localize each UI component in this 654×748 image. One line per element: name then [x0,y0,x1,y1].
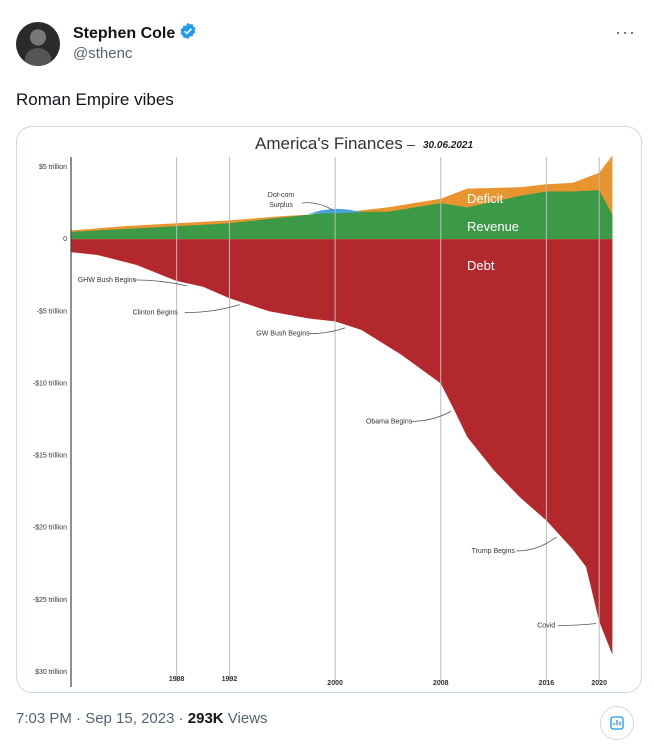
annotation-arrow [410,411,452,422]
x-tick-label: 2016 [539,680,555,687]
annotation-arrow [516,536,557,552]
surplus-label-line-1: Dot-com [268,192,295,199]
annotation-label: Trump Begins [472,548,516,555]
y-tick-label: -$10 trillion [33,380,67,387]
series-revenue-area [71,190,613,240]
more-options-icon[interactable]: ··· [615,22,636,42]
tweet-image[interactable]: 1988 1992 2000 2008 2016 2020 $5 trillion 0 -$5 … [16,126,642,693]
annotation-label: Clinton Begins [133,310,179,317]
x-tick-label: 2008 [433,680,449,687]
annotation-label: GHW Bush Begins [78,277,137,284]
series-revenue-label: Revenue [467,219,519,234]
series-debt-label: Debt [467,258,495,273]
views-label: Views [223,710,268,727]
surplus-label-line-2: Surplus [269,202,293,209]
y-tick-label: $5 trillion [39,164,67,171]
y-tick-label: -$25 trillion [33,597,67,604]
annotation-arrow [557,623,597,626]
view-count: 293K [187,710,224,727]
x-tick-label: 2000 [327,680,343,687]
x-tick-label: 1992 [222,676,238,683]
y-tick-label: -$20 trillion [33,525,67,532]
chart-date: 30.06.2021 [423,140,473,151]
author-name-text[interactable]: Stephen Cole [73,24,176,42]
annotation-arrow [133,279,187,287]
author-handle[interactable]: @sthenc [73,45,133,62]
annotation-arrow [308,327,346,335]
finance-chart: 1988 1992 2000 2008 2016 2020 $5 trillion 0 -$5 … [33,134,613,687]
annotation-arrow [184,304,240,314]
y-tick-label: 0 [63,236,67,243]
y-tick-label: -$5 trillion [37,308,67,315]
chart-title: America's Finances [255,134,403,153]
annotation-label: Obama Begins [366,418,413,425]
author-name[interactable]: Stephen Cole [73,22,197,45]
annotation-label: GW Bush Begins [256,331,310,338]
stats-icon[interactable] [600,706,634,740]
tweet-meta: 7:03 PM · Sep 15, 2023 · 293K Views [16,710,268,727]
x-tick-label: 2020 [591,680,607,687]
series-debt-area [71,239,613,655]
y-tick-label: -$15 trillion [33,453,67,460]
x-tick-label: 1988 [169,676,185,683]
annotation-label: Covid [537,623,555,630]
title-dash: – [407,136,415,152]
tweet-text: Roman Empire vibes [16,90,174,109]
surplus-arrow [301,202,334,211]
series-deficit-label: Deficit [467,191,504,206]
timestamp[interactable]: 7:03 PM · Sep 15, 2023 · [16,710,188,727]
verified-badge-icon [179,22,197,45]
y-tick-label: $30 trillion [35,669,67,676]
avatar[interactable] [16,22,60,66]
